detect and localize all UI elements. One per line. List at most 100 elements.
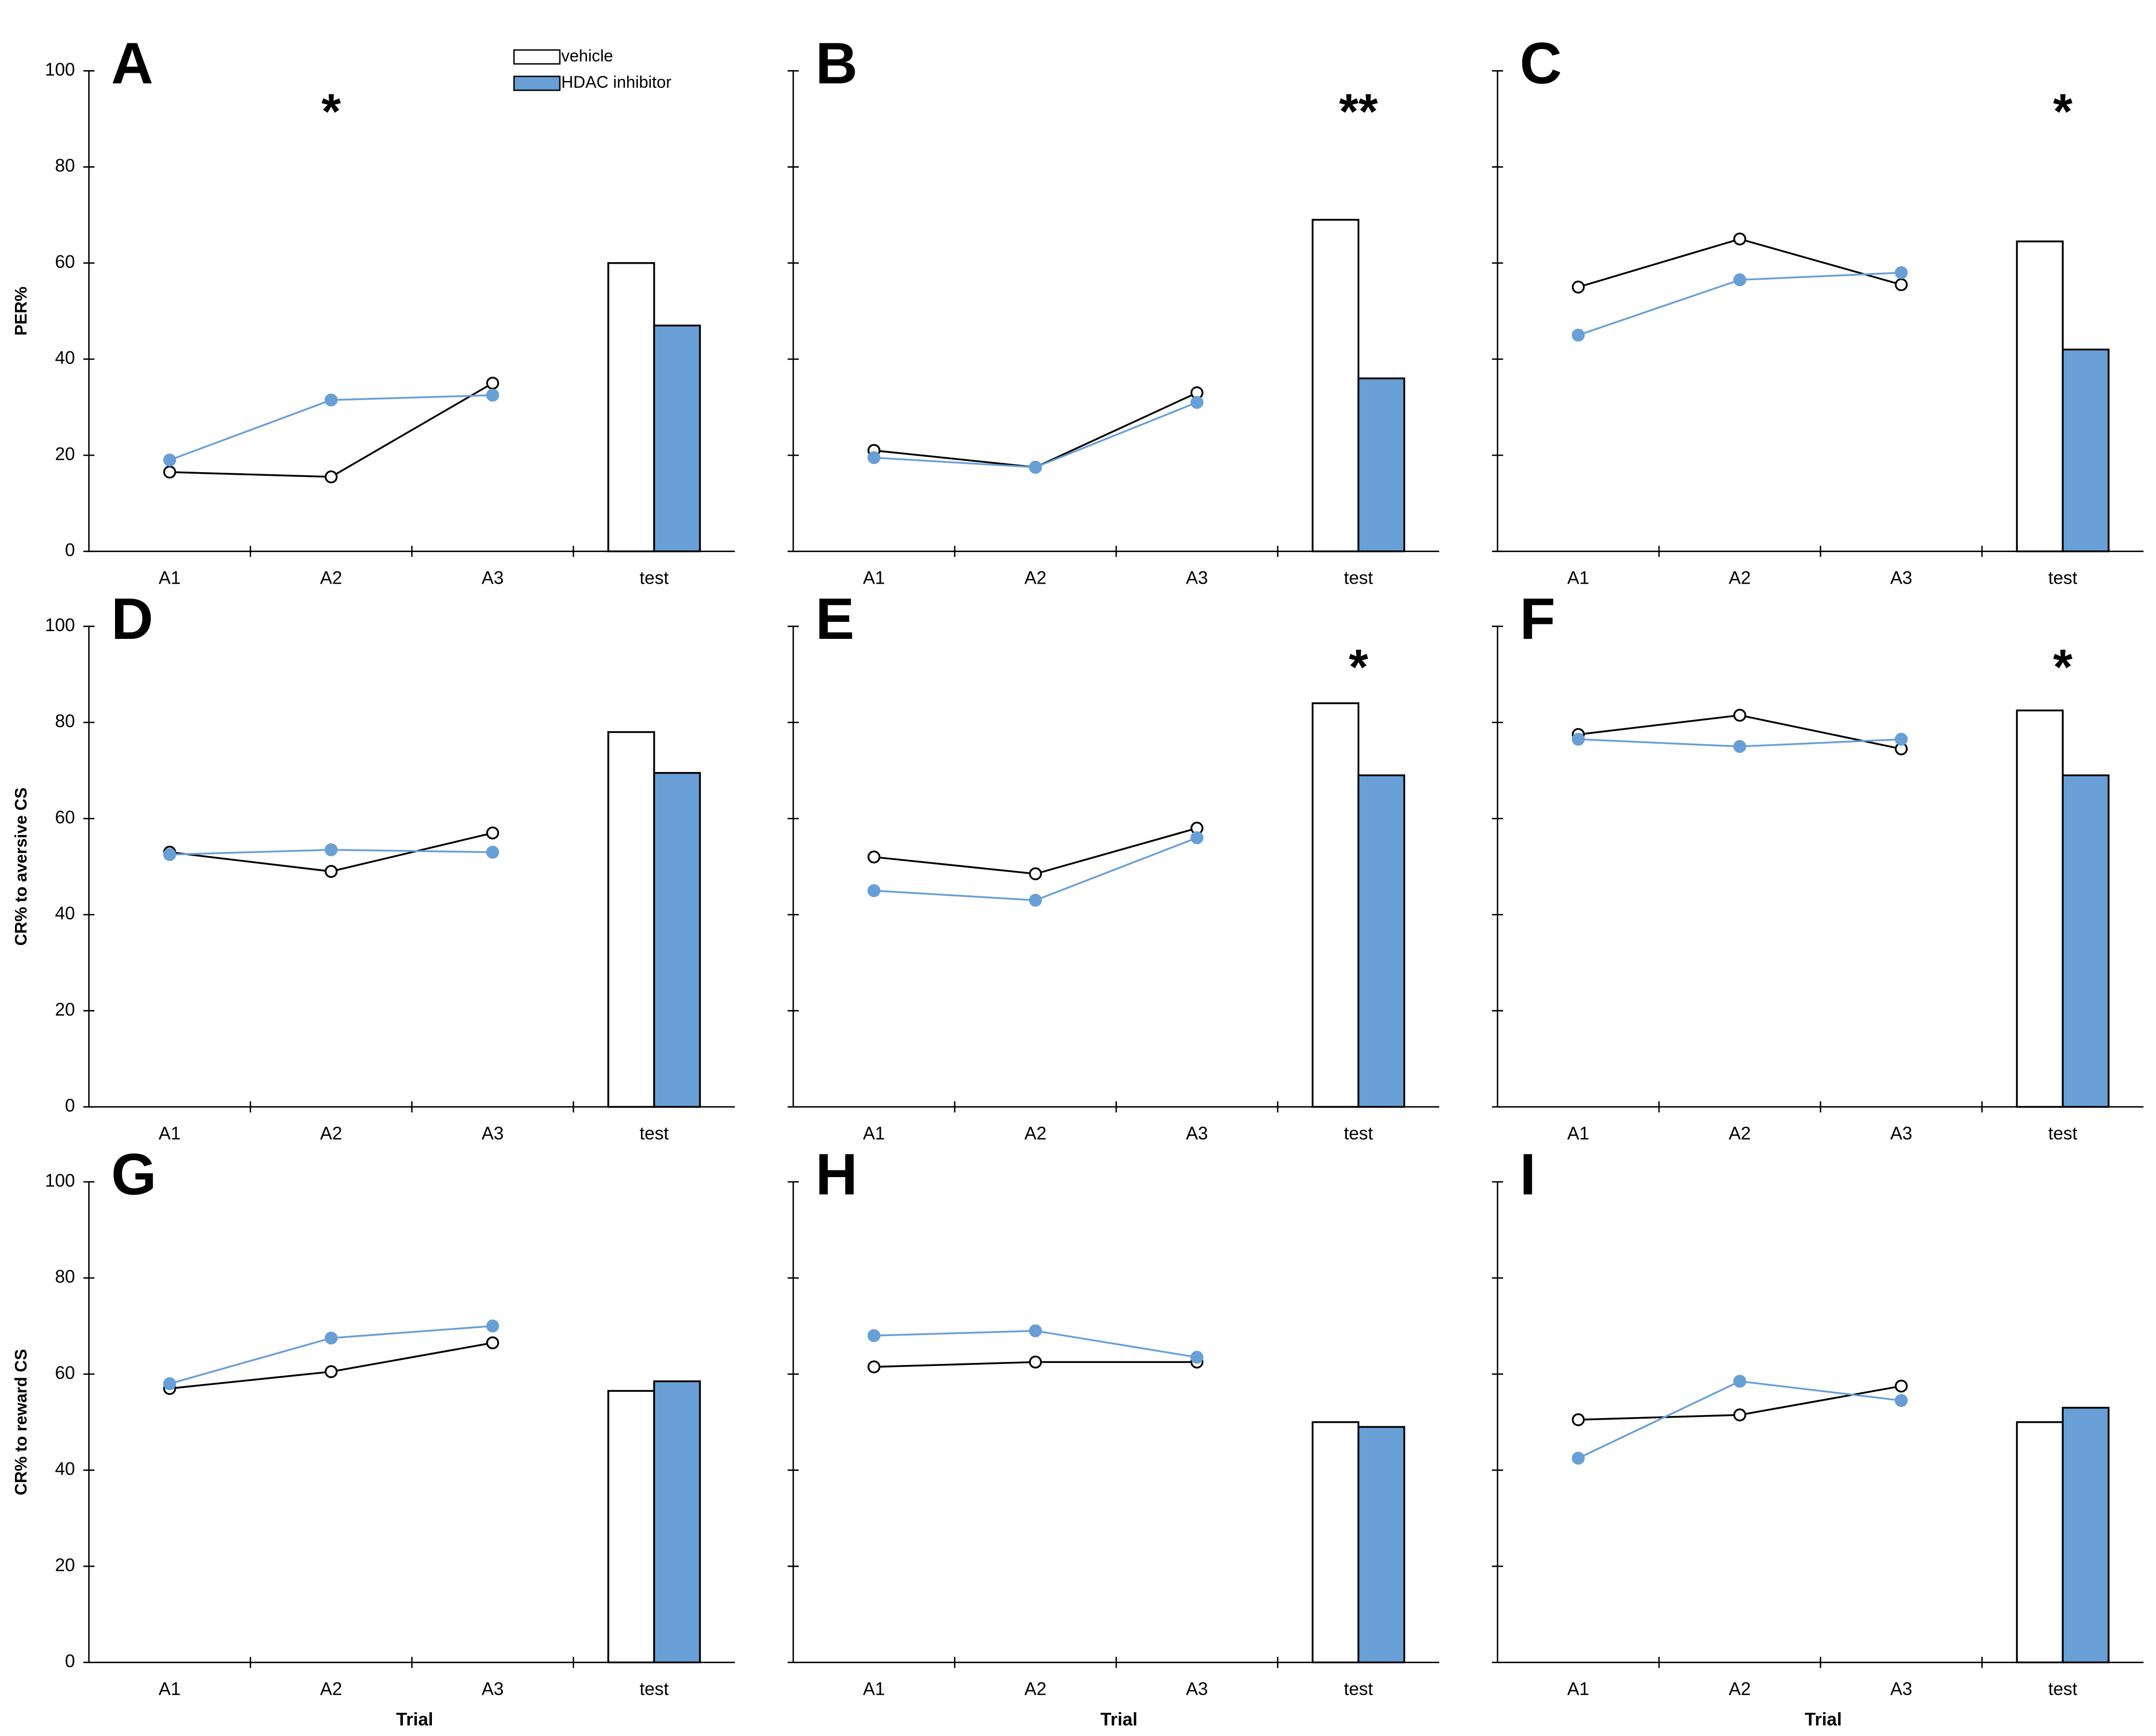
point [1571, 328, 1585, 342]
x-tick-label: A1 [863, 1123, 885, 1144]
point [1894, 266, 1908, 279]
x-tick-label: A1 [158, 1679, 181, 1699]
y-tick-label: 60 [55, 1363, 75, 1383]
point [325, 470, 338, 484]
x-tick-label: test [2048, 1679, 2078, 1699]
point [1029, 867, 1042, 880]
significance-mark: * [321, 83, 341, 139]
x-axis-label: Trial [1805, 1710, 1842, 1730]
y-tick-label: 20 [55, 444, 75, 464]
point [325, 393, 338, 407]
y-tick-label: 80 [55, 1267, 75, 1287]
y-tick-label: 80 [55, 711, 75, 731]
panel-label: E [815, 586, 854, 651]
x-tick-label: test [639, 1679, 669, 1699]
series-line [874, 392, 1198, 469]
legend-label: vehicle [561, 46, 614, 65]
point [1733, 273, 1746, 286]
series-line [874, 401, 1198, 469]
x-axis-label: Trial [396, 1710, 433, 1730]
point [1029, 460, 1042, 474]
x-tick-label: A2 [1024, 568, 1047, 588]
x-tick-label: A2 [1729, 1679, 1751, 1699]
legend-label: HDAC inhibitor [561, 73, 672, 91]
x-tick-label: A1 [1567, 568, 1589, 588]
point [325, 1331, 338, 1345]
point [1733, 232, 1746, 246]
y-tick-label: 60 [55, 807, 75, 827]
point [1029, 1355, 1042, 1369]
point [1190, 1351, 1204, 1364]
point [486, 376, 500, 390]
bar [2016, 1421, 2064, 1664]
x-tick-label: A3 [1890, 1123, 1912, 1144]
y-tick-label: 80 [55, 156, 75, 176]
point [486, 1320, 500, 1333]
point [1029, 893, 1042, 907]
panel-label: B [815, 31, 858, 96]
x-tick-label: A2 [1024, 1679, 1047, 1699]
x-tick-label: test [1344, 1123, 1373, 1144]
point [325, 843, 338, 857]
point [486, 1336, 500, 1349]
y-tick-label: 100 [45, 615, 75, 635]
point [1190, 831, 1204, 844]
point [1571, 280, 1585, 294]
point [867, 1360, 881, 1374]
point [325, 1365, 338, 1378]
x-tick-label: test [639, 1123, 669, 1144]
point [867, 884, 881, 897]
point [1190, 396, 1204, 409]
x-tick-label: A2 [320, 568, 342, 588]
panel-label: G [111, 1142, 156, 1207]
panel-label: A [111, 31, 153, 96]
series-line [874, 827, 1197, 875]
significance-mark: * [1349, 638, 1369, 695]
point [1733, 1408, 1746, 1422]
point [1733, 1375, 1746, 1388]
point [1733, 709, 1746, 722]
point [867, 850, 881, 864]
x-tick-label: A3 [1890, 1679, 1912, 1699]
x-tick-label: test [2048, 1123, 2078, 1144]
point [1894, 1394, 1908, 1407]
panel-label: C [1520, 31, 1562, 96]
bar [607, 1390, 655, 1664]
y-tick-label: 20 [55, 1000, 75, 1020]
y-tick-label: 40 [55, 348, 75, 368]
panel-label: D [111, 586, 153, 651]
x-tick-label: A2 [1729, 1123, 1751, 1144]
bar [607, 731, 655, 1108]
significance-mark: ** [1339, 83, 1378, 139]
x-tick-label: A2 [320, 1123, 342, 1144]
panel-label: F [1520, 586, 1555, 651]
y-axis-label: CR% to aversive CS [12, 787, 30, 946]
bar [653, 771, 701, 1108]
x-tick-label: test [639, 568, 669, 588]
point [1894, 278, 1908, 292]
point [1029, 1324, 1042, 1338]
y-tick-label: 40 [55, 904, 75, 924]
x-tick-label: A3 [1890, 568, 1912, 588]
x-tick-label: A1 [863, 1679, 885, 1699]
y-tick-label: 100 [45, 60, 75, 80]
x-tick-label: test [1344, 1679, 1373, 1699]
point [867, 1329, 881, 1342]
x-tick-label: A1 [863, 568, 885, 588]
bar [653, 325, 701, 553]
x-tick-label: A2 [320, 1679, 342, 1699]
x-tick-label: A3 [481, 1123, 504, 1144]
significance-mark: * [2053, 83, 2072, 139]
legend-swatch [513, 49, 561, 65]
point [325, 865, 338, 878]
point [163, 465, 176, 479]
point [1894, 1379, 1908, 1393]
x-tick-label: A3 [481, 568, 504, 588]
point [1571, 733, 1585, 746]
bar [1311, 702, 1360, 1108]
x-tick-label: test [1344, 568, 1373, 588]
x-tick-label: A1 [1567, 1679, 1589, 1699]
bar [1311, 1421, 1360, 1664]
bar [2062, 774, 2110, 1108]
